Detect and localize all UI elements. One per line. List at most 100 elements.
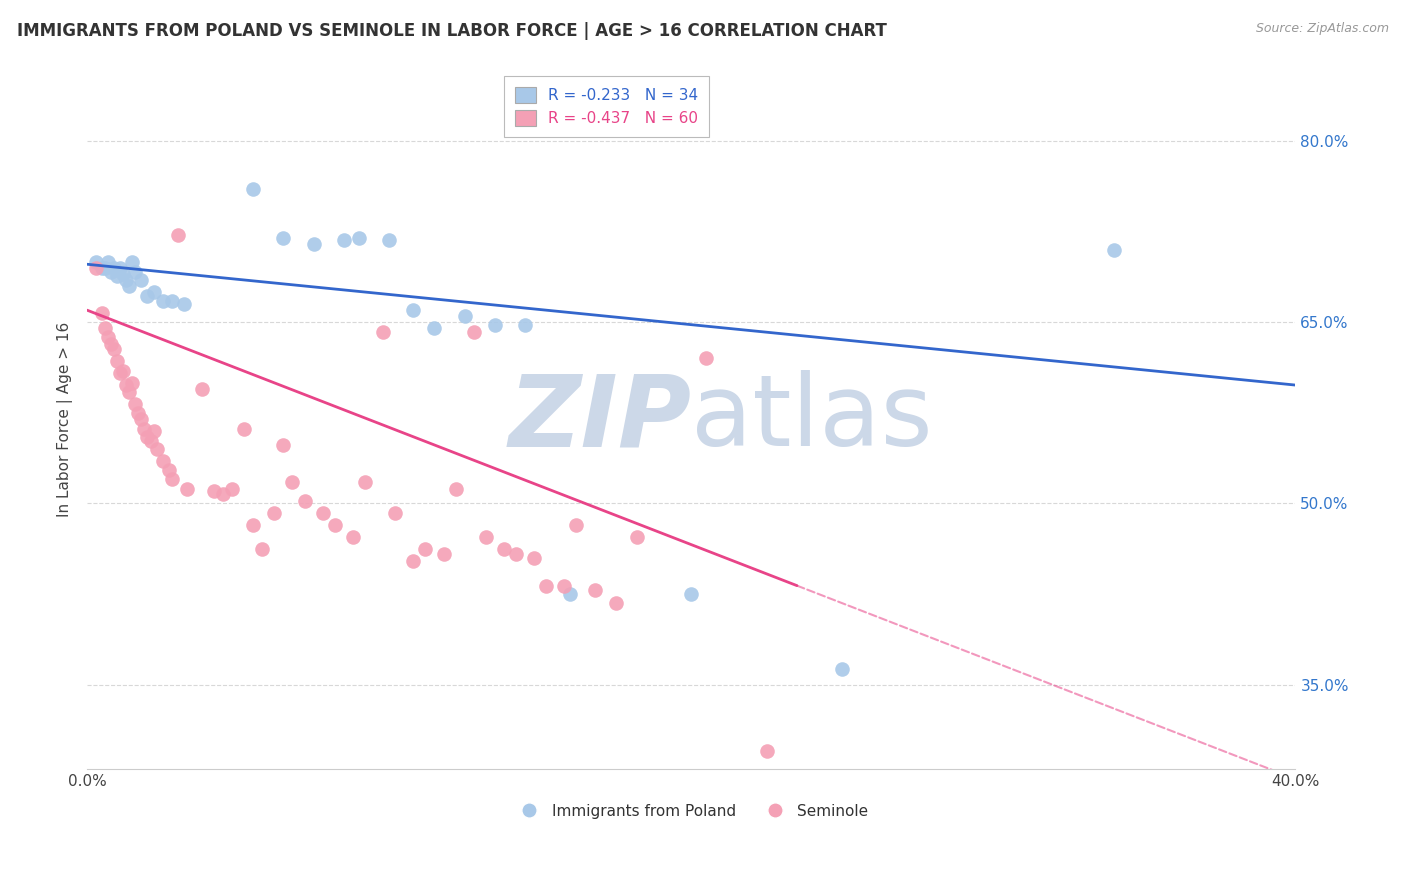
Point [513, 318, 536, 332]
Point [94, 260, 117, 275]
Point [1102, 243, 1125, 257]
Point [152, 454, 174, 468]
Point [423, 321, 446, 335]
Point [121, 376, 143, 390]
Point [553, 579, 575, 593]
Point [91, 305, 114, 319]
Text: atlas: atlas [692, 370, 934, 467]
Point [124, 397, 146, 411]
Point [354, 475, 377, 489]
Point [605, 596, 627, 610]
Point [110, 260, 132, 275]
Point [402, 303, 425, 318]
Point [505, 547, 527, 561]
Text: ZIP: ZIP [508, 370, 692, 467]
Y-axis label: In Labor Force | Age > 16: In Labor Force | Age > 16 [58, 321, 73, 516]
Point [160, 472, 183, 486]
Point [84, 255, 107, 269]
Point [273, 438, 295, 452]
Point [105, 269, 128, 284]
Point [432, 547, 454, 561]
Point [378, 233, 401, 247]
Point [523, 550, 546, 565]
Point [302, 236, 325, 251]
Point [131, 273, 153, 287]
Point [681, 587, 703, 601]
Point [475, 530, 498, 544]
Point [97, 330, 120, 344]
Point [402, 554, 425, 568]
Point [173, 297, 195, 311]
Point [415, 542, 437, 557]
Point [695, 351, 717, 366]
Point [242, 182, 264, 196]
Point [110, 366, 132, 380]
Point [294, 494, 316, 508]
Point [142, 285, 165, 299]
Point [333, 233, 356, 247]
Point [831, 662, 853, 676]
Point [97, 255, 120, 269]
Point [91, 260, 114, 275]
Point [323, 518, 346, 533]
Point [105, 354, 128, 368]
Point [221, 482, 243, 496]
Text: IMMIGRANTS FROM POLAND VS SEMINOLE IN LABOR FORCE | AGE > 16 CORRELATION CHART: IMMIGRANTS FROM POLAND VS SEMINOLE IN LA… [17, 22, 887, 40]
Point [202, 484, 225, 499]
Point [103, 260, 125, 275]
Point [118, 279, 141, 293]
Point [273, 230, 295, 244]
Text: Source: ZipAtlas.com: Source: ZipAtlas.com [1256, 22, 1389, 36]
Point [134, 421, 156, 435]
Legend: Immigrants from Poland, Seminole: Immigrants from Poland, Seminole [508, 797, 875, 825]
Point [103, 342, 125, 356]
Point [127, 406, 149, 420]
Point [212, 487, 235, 501]
Point [242, 518, 264, 533]
Point [160, 293, 183, 308]
Point [263, 506, 285, 520]
Point [347, 230, 370, 244]
Point [233, 421, 256, 435]
Point [100, 337, 122, 351]
Point [583, 583, 606, 598]
Point [536, 579, 558, 593]
Point [145, 442, 167, 456]
Point [142, 424, 165, 438]
Point [463, 325, 485, 339]
Point [281, 475, 304, 489]
Point [492, 542, 515, 557]
Point [626, 530, 648, 544]
Point [176, 482, 198, 496]
Point [454, 309, 477, 323]
Point [112, 363, 135, 377]
Point [139, 434, 162, 448]
Point [118, 385, 141, 400]
Point [131, 412, 153, 426]
Point [371, 325, 394, 339]
Point [786, 772, 808, 786]
Point [755, 744, 778, 758]
Point [115, 273, 138, 287]
Point [444, 482, 467, 496]
Point [152, 293, 174, 308]
Point [312, 506, 335, 520]
Point [94, 321, 117, 335]
Point [484, 318, 506, 332]
Point [124, 264, 146, 278]
Point [384, 506, 406, 520]
Point [136, 430, 159, 444]
Point [100, 264, 122, 278]
Point [342, 530, 364, 544]
Point [166, 228, 188, 243]
Point [191, 382, 214, 396]
Point [121, 255, 143, 269]
Point [136, 288, 159, 302]
Point [157, 463, 180, 477]
Point [115, 378, 138, 392]
Point [565, 518, 588, 533]
Point [252, 542, 274, 557]
Point [84, 260, 107, 275]
Point [560, 587, 582, 601]
Point [112, 267, 135, 281]
